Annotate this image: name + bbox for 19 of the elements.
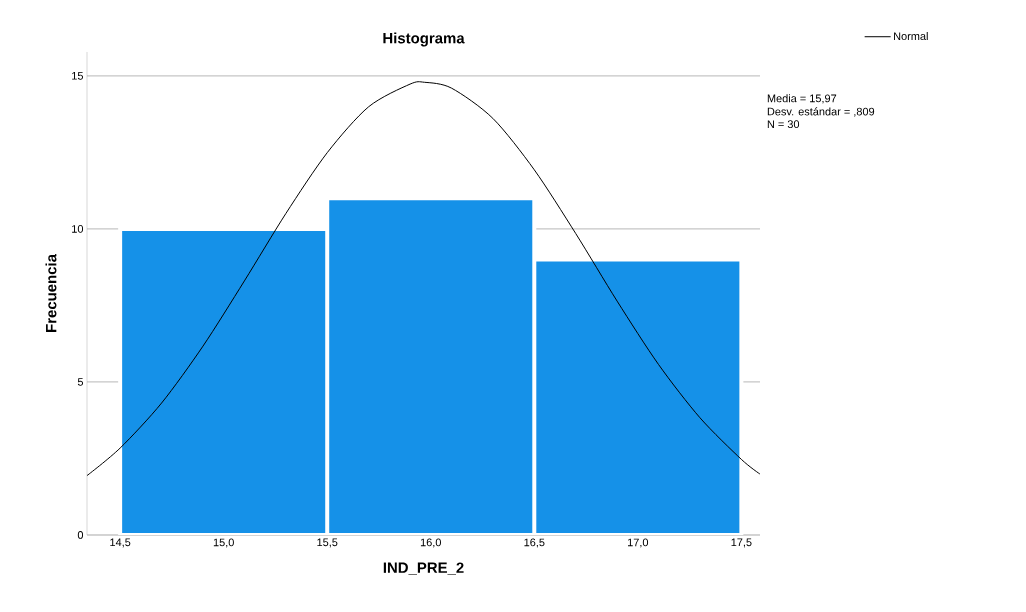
- x-tick-label: 17,5: [731, 538, 752, 548]
- text: Desv. estándar = ,809: [767, 107, 875, 117]
- x-tick-label: 15,0: [213, 538, 234, 548]
- x-tick-label: 17,0: [628, 538, 649, 548]
- x-axis-title: IND_PRE_2: [383, 562, 464, 575]
- text: N = 30: [767, 120, 800, 129]
- y-axis-title: Frecuencia: [45, 253, 57, 332]
- y-tick-label: 5: [77, 378, 84, 386]
- x-tick-label: 15,5: [317, 538, 338, 548]
- y-tick-label: 0: [77, 531, 84, 539]
- text: Media = 15,97: [767, 94, 837, 104]
- line-series: [87, 81, 761, 477]
- chart-title: Histograma: [383, 32, 465, 47]
- y-tick-label: 10: [72, 225, 84, 233]
- x-tick-label: 14,5: [110, 538, 131, 548]
- x-tick-label: 16,0: [420, 538, 441, 548]
- legend-label: Normal: [894, 32, 928, 41]
- y-tick-label: 15: [72, 72, 84, 80]
- x-tick-label: 16,5: [524, 538, 545, 548]
